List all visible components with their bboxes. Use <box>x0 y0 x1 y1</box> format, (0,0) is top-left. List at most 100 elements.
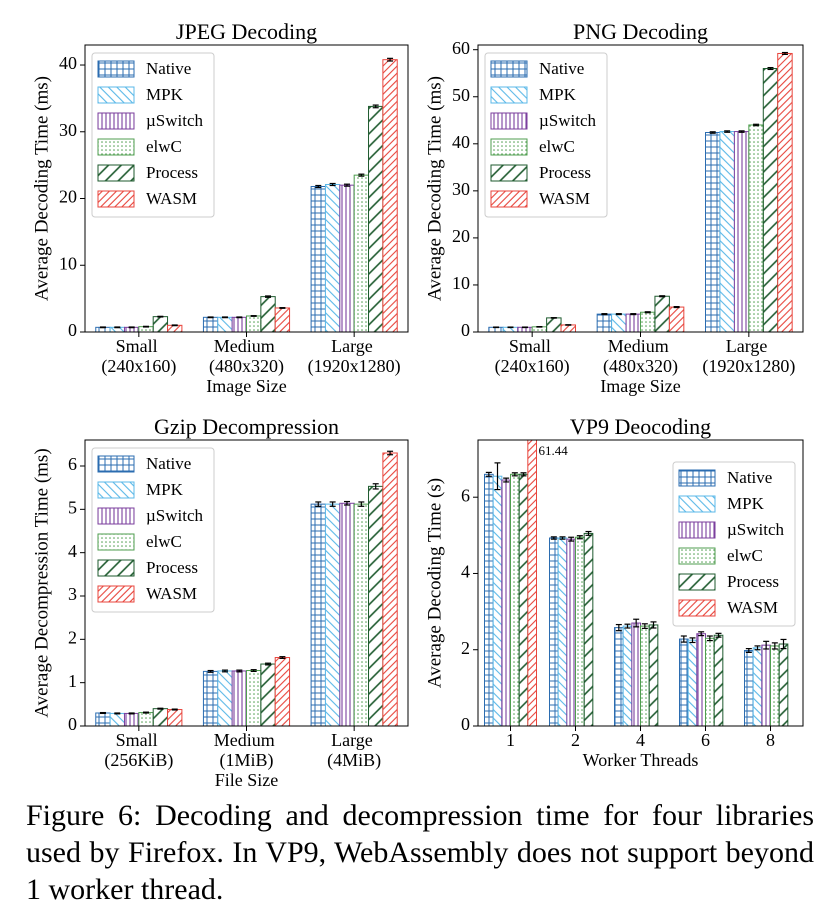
bar <box>744 649 754 726</box>
bar <box>310 185 326 332</box>
bar <box>382 452 398 726</box>
y-axis-label: Average Decoding Time (ms) <box>31 76 52 301</box>
error-bar <box>511 472 518 477</box>
x-tick-label: Small (240x160) <box>495 336 570 377</box>
bar <box>202 316 219 332</box>
y-tick-label: 20 <box>59 187 77 207</box>
x-tick-label: 6 <box>701 730 710 750</box>
error-bar <box>624 623 631 629</box>
bar <box>770 645 780 726</box>
bar <box>668 306 685 332</box>
x-tick-label: Medium (480x320) <box>603 336 678 377</box>
y-tick-label: 4 <box>68 541 77 561</box>
y-tick-label: 0 <box>461 320 470 340</box>
bar <box>705 132 721 332</box>
legend-label: µSwitch <box>727 520 785 539</box>
error-bar <box>171 324 178 327</box>
x-tick-label: 8 <box>766 730 775 750</box>
x-tick-label: Large (4MiB) <box>327 730 381 771</box>
legend-swatch <box>97 481 135 499</box>
legend-swatch <box>678 547 716 565</box>
error-bar <box>250 315 257 317</box>
bar <box>138 712 154 726</box>
legend-label: MPK <box>727 494 765 513</box>
legend-swatch <box>97 86 135 104</box>
legend-label: MPK <box>146 85 184 104</box>
y-tick-label: 50 <box>452 85 470 105</box>
error-bar <box>615 313 622 316</box>
legend-swatch <box>490 112 528 130</box>
bar <box>510 473 520 726</box>
bar <box>778 643 789 726</box>
error-bar <box>387 450 394 456</box>
error-bar <box>494 462 501 491</box>
legend-label: Native <box>146 454 191 473</box>
bar <box>368 485 384 726</box>
bar <box>217 670 233 726</box>
error-bar <box>680 635 687 643</box>
error-bar <box>641 623 648 629</box>
chart-title: VP9 Deocoding <box>570 414 711 439</box>
bar <box>260 296 276 332</box>
error-bar <box>265 295 272 298</box>
bar <box>339 184 355 332</box>
error-bar <box>689 637 696 644</box>
bar <box>492 475 503 726</box>
bar <box>631 622 641 726</box>
bar <box>501 479 512 726</box>
bar <box>679 638 689 726</box>
y-tick-label: 0 <box>68 714 77 734</box>
legend-swatch <box>678 495 716 513</box>
bar <box>518 473 529 726</box>
plot-area <box>488 51 793 332</box>
y-tick-label: 30 <box>59 120 77 140</box>
plot-area <box>95 57 398 332</box>
bar <box>575 536 585 726</box>
bar <box>246 670 262 726</box>
y-tick-label: 5 <box>68 497 77 517</box>
y-tick-label: 10 <box>59 253 77 273</box>
error-bar <box>781 51 788 56</box>
bar <box>705 637 715 726</box>
y-tick-label: 60 <box>452 38 470 58</box>
error-bar <box>114 326 121 329</box>
bar <box>152 708 169 726</box>
bar <box>202 670 219 726</box>
error-bar <box>236 316 243 319</box>
bar <box>339 502 355 726</box>
bar <box>95 712 111 726</box>
error-bar <box>128 712 135 715</box>
error-bar <box>343 183 350 187</box>
legend-label: MPK <box>146 480 184 499</box>
error-bar <box>221 316 228 319</box>
plot-area <box>95 450 398 726</box>
error-bar <box>387 57 394 62</box>
error-bar <box>485 471 492 477</box>
error-bar <box>780 638 787 650</box>
legend-label: Native <box>539 59 584 78</box>
x-axis-label: Image Size <box>206 376 286 396</box>
error-bar <box>329 501 336 507</box>
error-bar <box>706 635 713 642</box>
figure: JPEG Decoding Average Decoding Time (ms) 0… <box>31 19 804 790</box>
error-bar <box>358 173 365 177</box>
bar <box>546 317 562 332</box>
error-bar <box>745 647 752 654</box>
bar <box>687 639 698 726</box>
legend-swatch <box>490 190 528 208</box>
error-bar <box>650 621 657 629</box>
bar <box>566 538 576 726</box>
y-tick-label: 0 <box>68 320 77 340</box>
legend-label: WASM <box>727 598 778 617</box>
bar <box>167 709 183 726</box>
error-bar <box>673 305 680 309</box>
legend-swatch <box>678 521 716 539</box>
legend-label: Native <box>146 59 191 78</box>
legend-label: µSwitch <box>539 111 597 130</box>
y-tick-label: 4 <box>461 562 470 582</box>
bar <box>123 712 140 726</box>
legend-label: WASM <box>146 189 197 208</box>
y-tick-label: 6 <box>461 485 470 505</box>
chart-title: JPEG Decoding <box>176 19 317 44</box>
bar <box>260 663 276 726</box>
